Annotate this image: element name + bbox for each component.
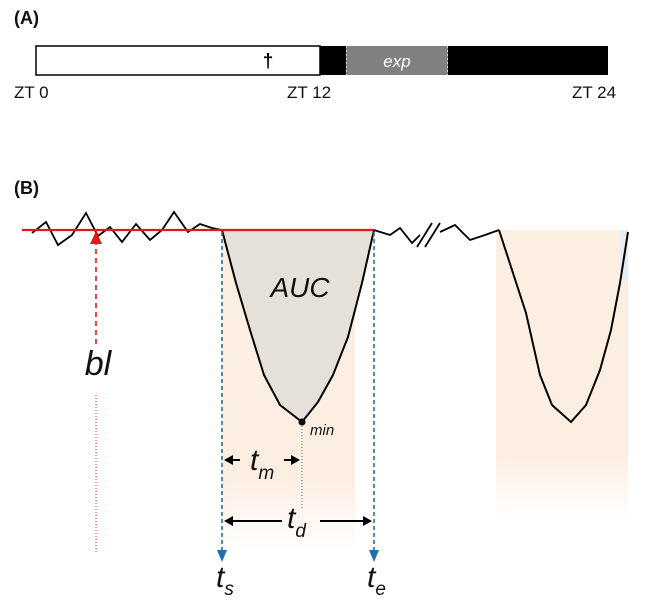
te-label: te — [367, 561, 386, 600]
te-arrowhead-icon — [369, 550, 379, 562]
axis-break-mark-1 — [416, 222, 433, 248]
exp-block — [346, 46, 448, 75]
panel-a-label: (A) — [14, 8, 39, 28]
panel-b-label: (B) — [14, 178, 39, 198]
pre-second-dip-trace — [439, 223, 500, 242]
tm-label: tm — [250, 444, 274, 484]
td-measure — [224, 516, 372, 526]
zt-24-label: ZT 24 — [572, 83, 616, 102]
baseline-signal-trace — [31, 210, 223, 247]
dagger-icon: † — [263, 51, 274, 72]
bl-label: bl — [85, 345, 113, 383]
timeline-bar: exp † — [35, 45, 608, 76]
post-event-trace — [373, 226, 421, 245]
panel-a: (A) exp † ZT 0 ZT 12 ZT 24 — [14, 8, 616, 102]
min-label: min — [310, 422, 334, 439]
light-phase-block — [35, 45, 321, 76]
zt-12-label: ZT 12 — [287, 83, 331, 102]
bl-arrowhead-icon — [90, 231, 102, 244]
auc-label: AUC — [268, 272, 330, 303]
ts-arrowhead-icon — [217, 550, 227, 562]
exp-label: exp — [383, 52, 410, 71]
min-point — [298, 418, 306, 426]
auc-area — [222, 230, 374, 422]
second-dip-trace — [498, 229, 629, 424]
zt-0-label: ZT 0 — [14, 83, 49, 102]
ts-label: ts — [216, 561, 234, 600]
axis-break-mark-2 — [424, 222, 441, 248]
tm-measure — [224, 455, 300, 465]
event-window-2 — [496, 230, 628, 520]
panel-b: (B) bl AUC min — [14, 178, 629, 600]
td-label: td — [287, 502, 307, 542]
